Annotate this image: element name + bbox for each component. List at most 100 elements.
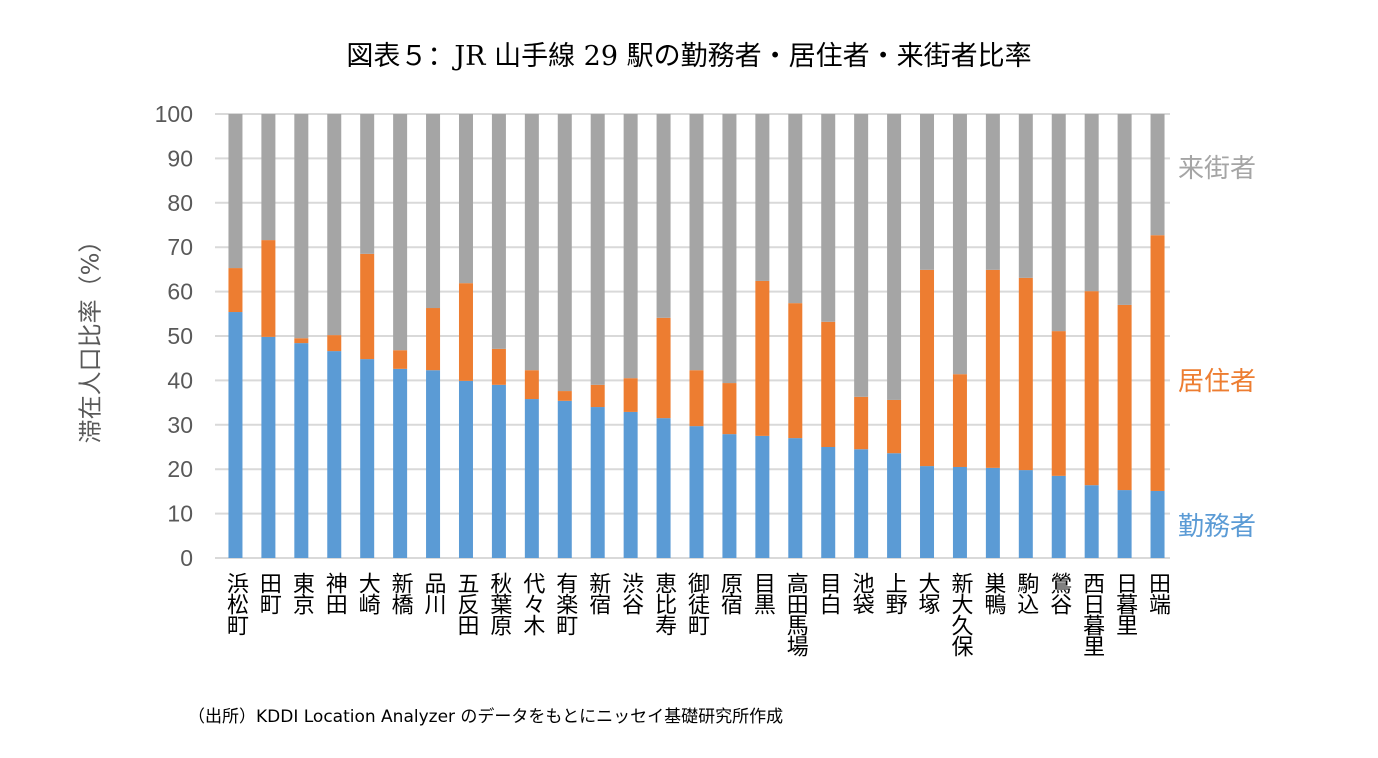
bar-segment-workers bbox=[294, 343, 309, 558]
x-tick-label: 目黒 bbox=[750, 572, 775, 615]
x-tick-label: 原宿 bbox=[717, 572, 743, 615]
x-tick-label: 駒込 bbox=[1013, 572, 1039, 614]
bar-segment-residents bbox=[755, 280, 770, 436]
bar-segment-visitors bbox=[491, 114, 506, 349]
y-tick-label: 60 bbox=[167, 279, 193, 305]
bar-segment-workers bbox=[952, 466, 967, 558]
bar-segment-residents bbox=[491, 348, 506, 385]
bar-segment-workers bbox=[722, 434, 737, 558]
x-tick-label: 新大久保 bbox=[947, 572, 973, 657]
bar-segment-visitors bbox=[689, 114, 704, 371]
bar-segment-visitors bbox=[360, 114, 375, 254]
x-tick-label: 五反田 bbox=[453, 572, 478, 636]
bar-segment-visitors bbox=[1084, 114, 1099, 292]
bar-segment-residents bbox=[458, 283, 473, 381]
bar-segment-residents bbox=[393, 350, 408, 369]
x-tick-label: 恵比寿 bbox=[651, 572, 677, 636]
bar-segment-workers bbox=[557, 400, 572, 558]
bar-segment-workers bbox=[920, 466, 935, 558]
x-tick-label: 池袋 bbox=[849, 572, 875, 615]
bar-segment-visitors bbox=[590, 114, 605, 385]
bar-segment-visitors bbox=[854, 114, 869, 397]
bar-segment-residents bbox=[623, 378, 638, 412]
bar-segment-residents bbox=[656, 317, 671, 419]
bar-segment-residents bbox=[1117, 304, 1132, 491]
bar-segment-visitors bbox=[788, 114, 803, 304]
bar-segment-residents bbox=[1051, 331, 1066, 476]
bar-segment-residents bbox=[722, 383, 737, 435]
bar-segment-visitors bbox=[393, 114, 408, 351]
bar-segment-residents bbox=[426, 308, 441, 371]
bar-segment-residents bbox=[1150, 235, 1165, 491]
bar-segment-visitors bbox=[1150, 114, 1165, 236]
bar-segment-visitors bbox=[985, 114, 1000, 270]
x-tick-label: 新宿 bbox=[585, 572, 611, 615]
x-tick-label: 新橋 bbox=[388, 572, 414, 615]
x-tick-label: 目白 bbox=[816, 572, 841, 615]
bar-segment-residents bbox=[557, 391, 572, 401]
x-tick-label: 高田馬場 bbox=[783, 572, 809, 657]
bar-segment-visitors bbox=[623, 114, 638, 379]
x-tick-label: 東京 bbox=[289, 572, 315, 615]
bar-segment-workers bbox=[590, 407, 605, 558]
bar-segment-workers bbox=[985, 467, 1000, 558]
bar-segment-residents bbox=[788, 303, 803, 439]
x-tick-label: 浜松町 bbox=[223, 572, 249, 636]
y-tick-label: 10 bbox=[167, 501, 193, 527]
x-tick-label: 西日暮里 bbox=[1079, 572, 1105, 656]
bar-segment-workers bbox=[887, 453, 902, 558]
x-tick-label: 有楽町 bbox=[552, 572, 578, 636]
bar-segment-workers bbox=[1084, 485, 1099, 558]
bar-segment-visitors bbox=[1018, 114, 1033, 278]
bar-segment-residents bbox=[294, 338, 309, 344]
bar-segment-workers bbox=[327, 351, 342, 558]
x-tick-label: 鶯谷 bbox=[1046, 572, 1072, 615]
x-tick-label: 渋谷 bbox=[618, 572, 644, 615]
bar-segment-visitors bbox=[887, 114, 902, 400]
bar-segment-workers bbox=[1117, 490, 1132, 558]
x-tick-label: 日暮里 bbox=[1112, 572, 1138, 635]
bar-segment-residents bbox=[854, 396, 869, 450]
legend-residents: 居住者 bbox=[1178, 367, 1257, 397]
bar-segment-residents bbox=[590, 384, 605, 408]
bar-segment-visitors bbox=[426, 114, 441, 309]
plot-area: 0 10 20 30 40 50 60 70 80 90 100 浜松町 田町 東京 神田 大崎 新橋 品川 五反田… bbox=[155, 101, 1171, 657]
bar-segment-workers bbox=[360, 359, 375, 558]
bar-segment-workers bbox=[524, 399, 539, 558]
x-tick-label: 品川 bbox=[421, 572, 447, 615]
bar-segment-workers bbox=[689, 426, 704, 558]
chart-title: 図表５：JR 山手線 29 駅の勤務者・居住者・来街者比率 bbox=[346, 41, 1032, 72]
bar-segment-workers bbox=[491, 384, 506, 558]
bar-segment-workers bbox=[623, 411, 638, 558]
bar-segment-residents bbox=[887, 399, 902, 454]
y-tick-label: 90 bbox=[167, 145, 193, 171]
bar-segment-residents bbox=[952, 374, 967, 467]
bar-segment-visitors bbox=[294, 114, 309, 339]
bar-segment-residents bbox=[524, 370, 539, 400]
x-tick-label: 御徒町 bbox=[684, 572, 710, 636]
source-note: （出所）KDDI Location Analyzer のデータをもとにニッセイ基… bbox=[188, 707, 784, 727]
bar-segment-residents bbox=[228, 268, 243, 313]
y-tick-label: 30 bbox=[167, 412, 193, 438]
bar-segment-visitors bbox=[1117, 114, 1132, 305]
bar-segment-visitors bbox=[327, 114, 342, 336]
y-tick-label: 100 bbox=[155, 101, 193, 127]
x-tick-label: 巣鴨 bbox=[980, 572, 1006, 615]
bar-segment-residents bbox=[360, 253, 375, 360]
bar-segment-workers bbox=[228, 312, 243, 558]
bar-segment-residents bbox=[1084, 291, 1099, 486]
bar-segment-residents bbox=[327, 335, 342, 352]
x-tick-label: 田端 bbox=[1145, 572, 1171, 615]
bar-segment-workers bbox=[393, 368, 408, 558]
bar-segment-workers bbox=[1018, 470, 1033, 558]
y-tick-label: 20 bbox=[167, 456, 193, 482]
bar-segment-residents bbox=[1018, 277, 1033, 471]
bar-segment-visitors bbox=[821, 114, 836, 322]
bar-segment-workers bbox=[656, 418, 671, 558]
bar-segment-workers bbox=[755, 435, 770, 558]
x-tick-label: 上野 bbox=[882, 572, 908, 615]
bar-segment-visitors bbox=[1051, 114, 1066, 332]
bar-segment-workers bbox=[426, 370, 441, 558]
bar-segment-visitors bbox=[920, 114, 935, 270]
